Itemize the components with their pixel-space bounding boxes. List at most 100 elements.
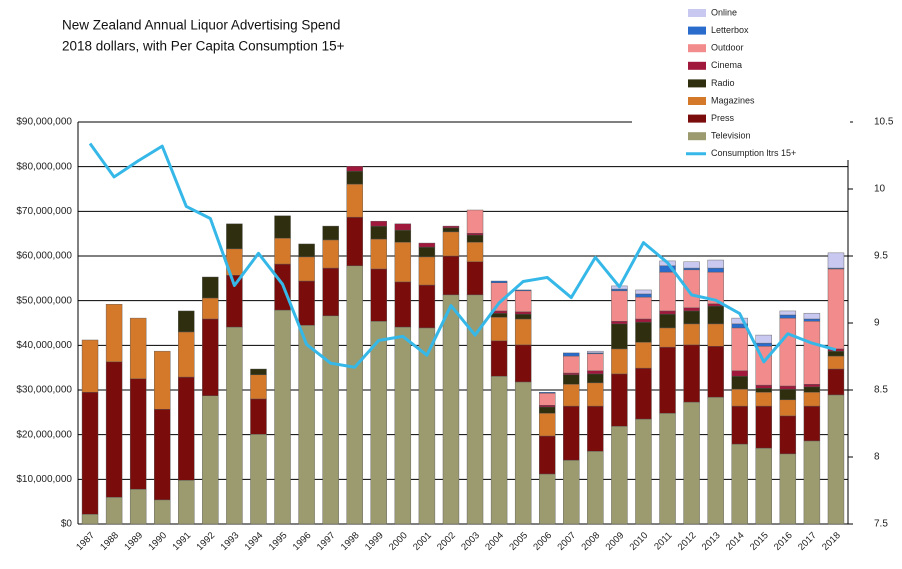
bar-segment: [635, 293, 652, 298]
bar-segment: [635, 289, 652, 295]
bar-segment: [490, 340, 508, 377]
x-tick-label: 2005: [507, 530, 530, 553]
bar-segment: [514, 290, 532, 313]
bar-segment: [274, 309, 291, 525]
x-tick-label: 2002: [435, 530, 458, 553]
bar-segment: [731, 327, 748, 371]
legend-label: Consumption ltrs 15+: [711, 148, 796, 158]
chart-title: New Zealand Annual Liquor Advertising Sp…: [62, 18, 340, 33]
legend-swatch: [688, 26, 706, 35]
bar-segment: [611, 321, 628, 325]
bar-segment: [154, 350, 171, 410]
bar-segment: [81, 339, 99, 393]
bar-segment: [394, 229, 412, 243]
bar-segment: [370, 321, 387, 525]
bar-segment: [731, 388, 748, 407]
x-tick-label: 1997: [315, 530, 338, 553]
y-tick-label: $90,000,000: [16, 117, 72, 128]
bar-segment: [394, 326, 412, 525]
legend-swatch: [688, 9, 706, 17]
bar-segment: [827, 355, 845, 370]
bar-segment: [803, 321, 821, 385]
bar-segment: [587, 353, 604, 371]
legend-label: Outdoor: [711, 43, 744, 53]
legend-label: Letterbox: [711, 25, 749, 35]
bar-segment: [731, 405, 748, 445]
x-tick-label: 2013: [700, 530, 723, 553]
bar-segment: [298, 280, 315, 326]
bar-segment: [418, 256, 436, 286]
bar-segment: [539, 392, 556, 394]
bar-segment: [539, 413, 556, 437]
bar-segment: [755, 447, 772, 525]
bar-segment: [105, 361, 123, 498]
bar-segment: [659, 327, 676, 348]
bar-segment: [779, 314, 797, 319]
bar-segment: [779, 388, 797, 401]
bar-segment: [442, 227, 460, 233]
bar-segment: [563, 352, 580, 357]
x-tick-label: 2015: [748, 530, 771, 553]
bar-segment: [539, 473, 556, 525]
x-tick-label: 2018: [820, 530, 843, 553]
bar-segment: [707, 259, 724, 269]
y-tick-label: $70,000,000: [16, 206, 72, 217]
bar-segment: [514, 313, 532, 320]
bar-segment: [755, 392, 772, 407]
bar-segment: [611, 348, 628, 375]
legend-swatch: [688, 79, 706, 88]
legend-label: Press: [711, 113, 735, 123]
bar-segment: [129, 317, 147, 380]
bar-segment: [514, 318, 532, 346]
x-tick-label: 2011: [652, 530, 674, 552]
x-tick-label: 1992: [195, 530, 218, 553]
bar-segment: [611, 425, 628, 525]
bar-segment: [514, 381, 532, 525]
y2-tick-label: 8: [874, 452, 880, 463]
bar-segment: [659, 271, 676, 312]
bar-segment: [202, 395, 219, 525]
bar-segment: [466, 209, 484, 234]
bar-segment: [683, 344, 700, 403]
bar-segment: [298, 243, 315, 258]
bar-segment: [370, 220, 387, 227]
x-tick-label: 2001: [411, 530, 434, 553]
bar-segment: [466, 241, 484, 263]
bar-segment: [81, 513, 99, 525]
bar-segment: [394, 241, 412, 283]
x-tick-label: 2006: [531, 530, 554, 553]
bar-segment: [178, 310, 195, 333]
legend-label: Radio: [711, 78, 735, 88]
bar-segment: [226, 223, 243, 250]
bar-segment: [418, 246, 436, 258]
bar-segment: [755, 388, 772, 393]
bar-segment: [755, 342, 772, 347]
bar-segment: [563, 355, 580, 374]
bar-segment: [418, 242, 436, 248]
bar-segment: [563, 372, 580, 376]
bar-segment: [346, 170, 363, 185]
legend-label: Online: [711, 7, 737, 17]
bar-segment: [250, 368, 267, 376]
bar-segment: [827, 394, 845, 525]
x-tick-label: 2008: [580, 530, 603, 553]
bar-segment: [514, 289, 532, 292]
bar-segment: [683, 307, 700, 312]
bar-segment: [803, 386, 821, 393]
bar-segment: [683, 310, 700, 325]
bar-segment: [250, 374, 267, 400]
x-tick-label: 2009: [604, 530, 627, 553]
bar-segment: [611, 323, 628, 350]
bar-segment: [178, 376, 195, 481]
y-tick-label: $20,000,000: [16, 429, 72, 440]
bar-segment: [226, 326, 243, 525]
bar-segment: [683, 401, 700, 525]
bar-segment: [154, 409, 171, 501]
x-tick-label: 2017: [796, 530, 819, 553]
y-tick-label: $10,000,000: [16, 474, 72, 485]
bar-segment: [346, 265, 363, 525]
bar-segment: [442, 225, 460, 229]
bar-segment: [827, 268, 845, 350]
bar-segment: [659, 413, 676, 525]
bar-segment: [202, 318, 219, 397]
